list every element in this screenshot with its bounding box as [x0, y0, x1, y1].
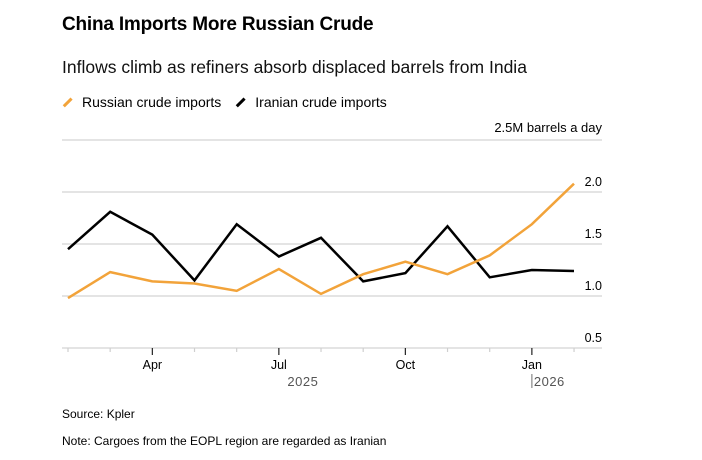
legend-item-russian: Russian crude imports — [62, 94, 221, 110]
chart-title: China Imports More Russian Crude — [62, 14, 374, 35]
legend-label-iranian: Iranian crude imports — [255, 94, 387, 110]
y-tick-label: 1.0 — [585, 279, 602, 293]
source-note: Source: Kpler — [62, 407, 135, 421]
y-axis-ticks: 2.0 1.5 1.0 0.5 — [585, 175, 602, 345]
year-label: 2026 — [534, 374, 565, 389]
y-tick-label: 0.5 — [585, 331, 602, 345]
legend-item-iranian: Iranian crude imports — [235, 94, 387, 110]
x-tick-label: Apr — [143, 358, 162, 372]
legend: Russian crude imports Iranian crude impo… — [62, 94, 401, 110]
year-label: 2025 — [287, 374, 318, 389]
series-lines — [67, 182, 575, 300]
footnote: Note: Cargoes from the EOPL region are r… — [62, 434, 387, 448]
series-line-iranian-crude-imports — [67, 210, 575, 283]
gridlines — [62, 139, 602, 349]
y-tick-label: 2.0 — [585, 175, 602, 189]
x-tick-label: Oct — [396, 358, 416, 372]
y-axis-unit-label: 2.5M barrels a day — [494, 120, 602, 135]
series-line-russian-crude-imports — [67, 182, 575, 300]
legend-label-russian: Russian crude imports — [82, 94, 222, 110]
chart-subtitle: Inflows climb as refiners absorb displac… — [62, 57, 527, 77]
y-tick-label: 1.5 — [585, 227, 602, 241]
x-axis: Apr Jul Oct Jan 2025 2026 — [67, 348, 575, 389]
x-tick-label: Jan — [522, 358, 542, 372]
x-tick-label: Jul — [271, 358, 287, 372]
